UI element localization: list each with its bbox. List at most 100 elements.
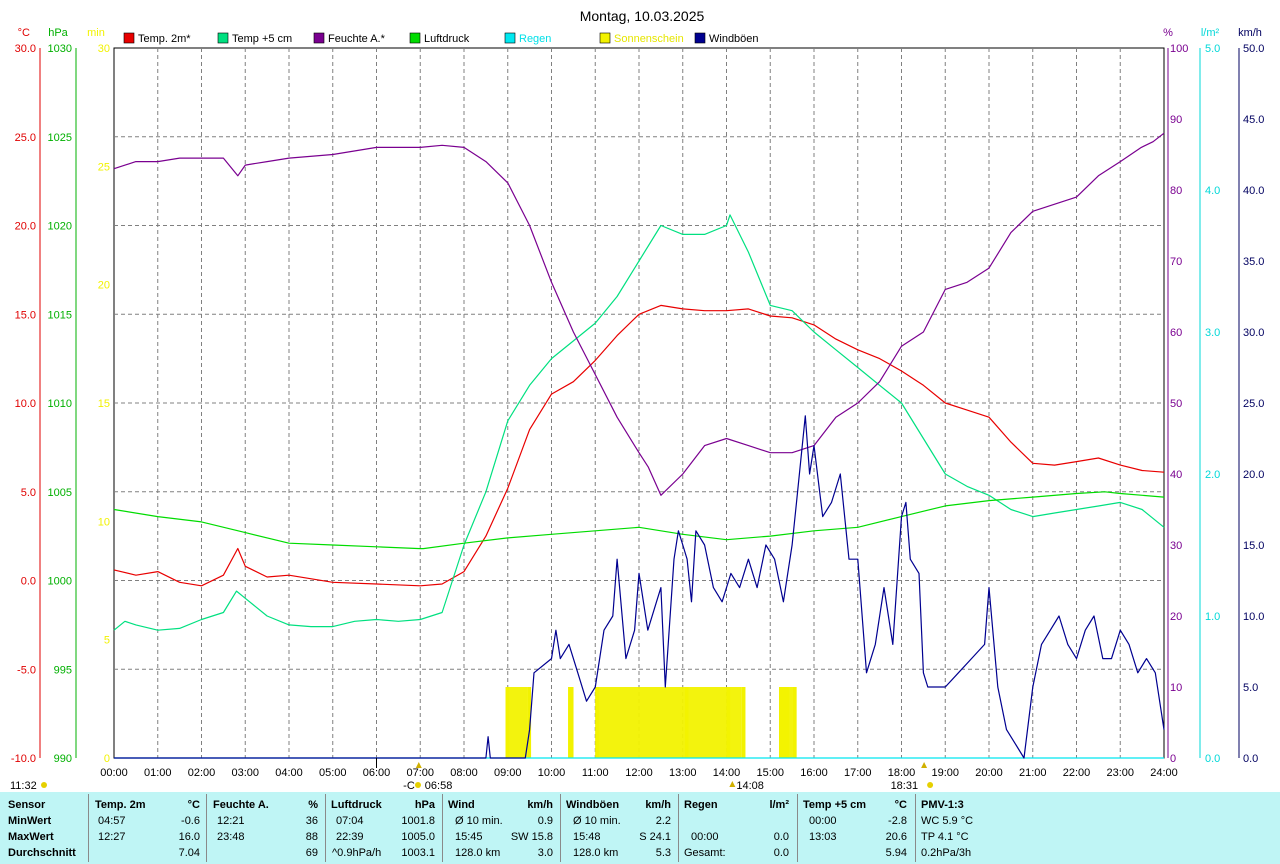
- stats-humidity-avg: 69: [305, 847, 318, 859]
- sun-tick-label: 5: [104, 635, 110, 647]
- x-tick-label: 10:00: [538, 767, 566, 779]
- pressure-tick-label: 1010: [48, 398, 72, 410]
- series-luftdruck: [113, 491, 1165, 550]
- humidity-tick-label: 60: [1170, 327, 1182, 339]
- stats-temp5cm-min-time: 00:00: [809, 815, 837, 827]
- temp-tick-label: 20.0: [15, 221, 36, 233]
- rain-tick-label: 0.0: [1205, 753, 1220, 765]
- stats-header-pressure: Luftdruck: [331, 799, 382, 811]
- sunshine-bar: [741, 687, 746, 758]
- series-feuchte-a: [113, 132, 1165, 496]
- x-tick-label: 09:00: [494, 767, 522, 779]
- stats-pmv-windchill: WC 5.9 °C: [921, 815, 974, 827]
- x-tick-label: 17:00: [844, 767, 872, 779]
- sunset-marker: [921, 762, 928, 768]
- stats-header-humidity: Feuchte A.: [213, 799, 269, 811]
- sunrise-marker: [415, 762, 422, 768]
- humidity-tick-label: 70: [1170, 256, 1182, 268]
- stats-pmv-dewpoint: TP 4.1 °C: [921, 831, 969, 843]
- sun-tick-label: 20: [98, 280, 110, 292]
- x-tick-label: 05:00: [319, 767, 347, 779]
- stats-header-pmv: PMV-1:3: [921, 799, 964, 811]
- sunshine-bar: [569, 687, 574, 758]
- legend-label: Windböen: [709, 33, 759, 45]
- weather-chart: Montag, 10.03.2025 °C hPa min% l/m² km/h Tem…: [10, 8, 1264, 792]
- stats-row-max: MaxWert: [8, 831, 54, 843]
- x-tick-label: 16:00: [800, 767, 828, 779]
- stats-header-temp5cm: Temp +5 cm: [803, 799, 867, 811]
- sunset-time: 18:31: [891, 780, 919, 792]
- stats-rain-total-label: Gesamt:: [684, 847, 726, 859]
- temp-tick-label: 5.0: [21, 487, 36, 499]
- wind-tick-label: 0.0: [1243, 753, 1258, 765]
- x-tick-label: 00:00: [100, 767, 128, 779]
- stats-header-rain: Regen: [684, 799, 718, 811]
- stats-rain-total-value: 0.0: [773, 847, 789, 859]
- pressure-tick-label: 1015: [48, 309, 72, 321]
- stats-header-gust: Windböen: [566, 799, 620, 811]
- sunshine-block: [595, 687, 742, 758]
- temp-tick-label: 30.0: [15, 43, 36, 55]
- sunshine-bar: [793, 687, 797, 758]
- wind-tick-label: 35.0: [1243, 256, 1264, 268]
- stats-header-humidity-unit: %: [308, 799, 318, 811]
- sun-icon: [41, 782, 47, 788]
- wind-tick-label: 10.0: [1243, 611, 1264, 623]
- x-tick-label: 12:00: [625, 767, 653, 779]
- wind-tick-label: 40.0: [1243, 185, 1264, 197]
- stats-temp5cm-avg: 5.94: [885, 847, 907, 859]
- sun-tick-label: 10: [98, 516, 110, 528]
- legend-swatch: [313, 32, 325, 44]
- stats-pressure-max-time: 22:39: [336, 831, 364, 843]
- stats-row-avg: Durchschnitt: [8, 847, 76, 859]
- stats-wind-max-value: SW 15.8: [510, 831, 553, 843]
- series-temp-2m: [113, 304, 1165, 587]
- rain-axis-unit: l/m²: [1201, 27, 1220, 39]
- x-tick-label: 08:00: [450, 767, 478, 779]
- pressure-tick-label: 1005: [48, 487, 72, 499]
- x-tick-label: 20:00: [975, 767, 1003, 779]
- stats-wind-avg: 3.0: [537, 847, 553, 859]
- stats-header-pressure-unit: hPa: [414, 799, 435, 811]
- stats-header-gust-unit: km/h: [645, 799, 671, 811]
- sun-tick-label: 25: [98, 161, 110, 173]
- rain-tick-label: 4.0: [1205, 185, 1220, 197]
- stats-header-temp: Temp. 2m: [95, 799, 146, 811]
- wind-tick-label: 50.0: [1243, 43, 1264, 55]
- stats-humidity-min-time: 12:21: [217, 815, 245, 827]
- stats-header-rain-unit: l/m²: [769, 799, 789, 811]
- pressure-tick-label: 1000: [48, 576, 72, 588]
- sun-tick-label: 30: [98, 43, 110, 55]
- legend-label: Regen: [519, 33, 551, 45]
- stats-rain-max-time: 00:00: [691, 831, 719, 843]
- stats-header-temp5cm-unit: °C: [894, 799, 907, 811]
- stats-pmv-pressure-trend: 0.2hPa/3h: [921, 847, 972, 859]
- legend-swatch: [123, 32, 135, 44]
- stats-temp-max-value: 16.0: [178, 831, 200, 843]
- series-windb-en: [114, 415, 1165, 759]
- current-time: 11:32: [10, 780, 37, 792]
- x-tick-label: 13:00: [669, 767, 697, 779]
- stats-gust-avg10-label: Ø 10 min.: [573, 815, 621, 827]
- wind-tick-label: 45.0: [1243, 114, 1264, 126]
- stats-pressure-avg: 1003.1: [401, 847, 435, 859]
- legend-label: Sonnenschein: [614, 33, 684, 45]
- temp-axis-unit: °C: [18, 27, 30, 39]
- stats-temp5cm-max-time: 13:03: [809, 831, 837, 843]
- sunshine-block: [568, 687, 570, 758]
- stats-header-sensor: Sensor: [8, 799, 46, 811]
- sun-tick-label: 0: [104, 753, 110, 765]
- stats-header-wind-unit: km/h: [527, 799, 553, 811]
- sunshine-block: [505, 687, 528, 758]
- temp-tick-label: 15.0: [15, 309, 36, 321]
- stats-wind-distance: 128.0 km: [455, 847, 501, 859]
- x-tick-label: 06:00: [363, 767, 391, 779]
- x-tick-label: 24:00: [1150, 767, 1178, 779]
- stats-wind-avg10-label: Ø 10 min.: [455, 815, 503, 827]
- humidity-tick-label: 100: [1170, 43, 1188, 55]
- legend-swatch: [409, 32, 421, 44]
- max-wind-marker: [729, 781, 736, 787]
- wind-tick-label: 15.0: [1243, 540, 1264, 552]
- humidity-tick-label: 80: [1170, 185, 1182, 197]
- stats-header-temp-unit: °C: [187, 799, 200, 811]
